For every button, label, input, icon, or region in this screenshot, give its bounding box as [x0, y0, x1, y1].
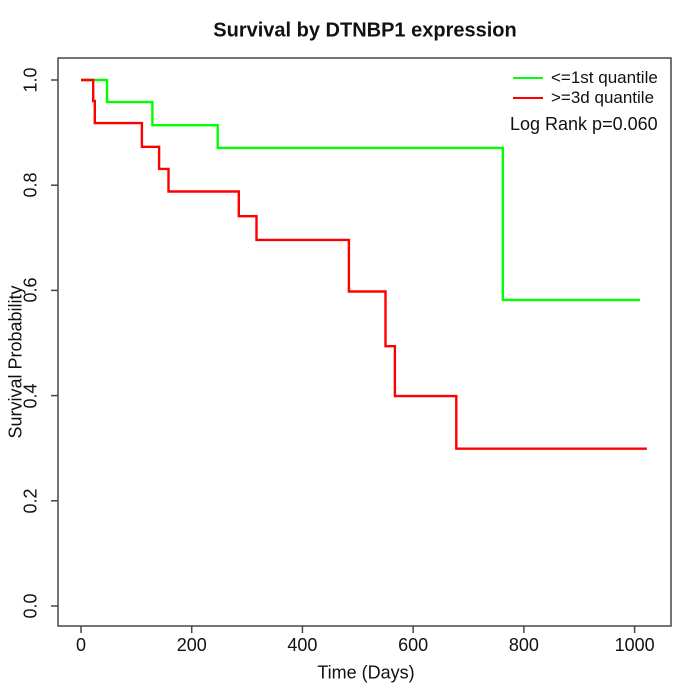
survival-curve-high-expression	[81, 78, 647, 450]
x-tick-label: 800	[508, 635, 539, 655]
log-rank-annotation: Log Rank p=0.060	[510, 114, 658, 134]
plot-box	[57, 57, 672, 627]
y-tick-label: 1.0	[20, 67, 41, 93]
x-axis-title: Time (Days)	[317, 662, 415, 683]
x-tick-label: 0	[75, 635, 87, 655]
y-tick-label: 0.8	[20, 172, 41, 198]
chart-title: Survival by DTNBP1 expression	[213, 19, 517, 42]
x-tick-label: 1000	[614, 635, 655, 655]
legend: <=1st quantile >=3d quantile	[513, 68, 683, 108]
y-axis-title: Survival Probability	[5, 285, 26, 439]
legend-entry-1st-quantile: <=1st quantile	[513, 68, 683, 88]
x-tick-label: 600	[398, 635, 429, 655]
x-tick-label: 200	[176, 635, 207, 655]
y-tick-label: 0.2	[20, 488, 41, 514]
survival-curve-low-expression	[81, 78, 641, 302]
y-tick-label: 0.0	[20, 593, 41, 619]
green-line-swatch	[513, 77, 543, 79]
legend-label-3d-quantile: >=3d quantile	[551, 88, 655, 107]
legend-entry-3d-quantile: >=3d quantile	[513, 88, 683, 108]
x-tick-label: 400	[287, 635, 318, 655]
legend-label-1st-quantile: <=1st quantile	[551, 68, 658, 87]
red-line-swatch	[513, 97, 543, 99]
